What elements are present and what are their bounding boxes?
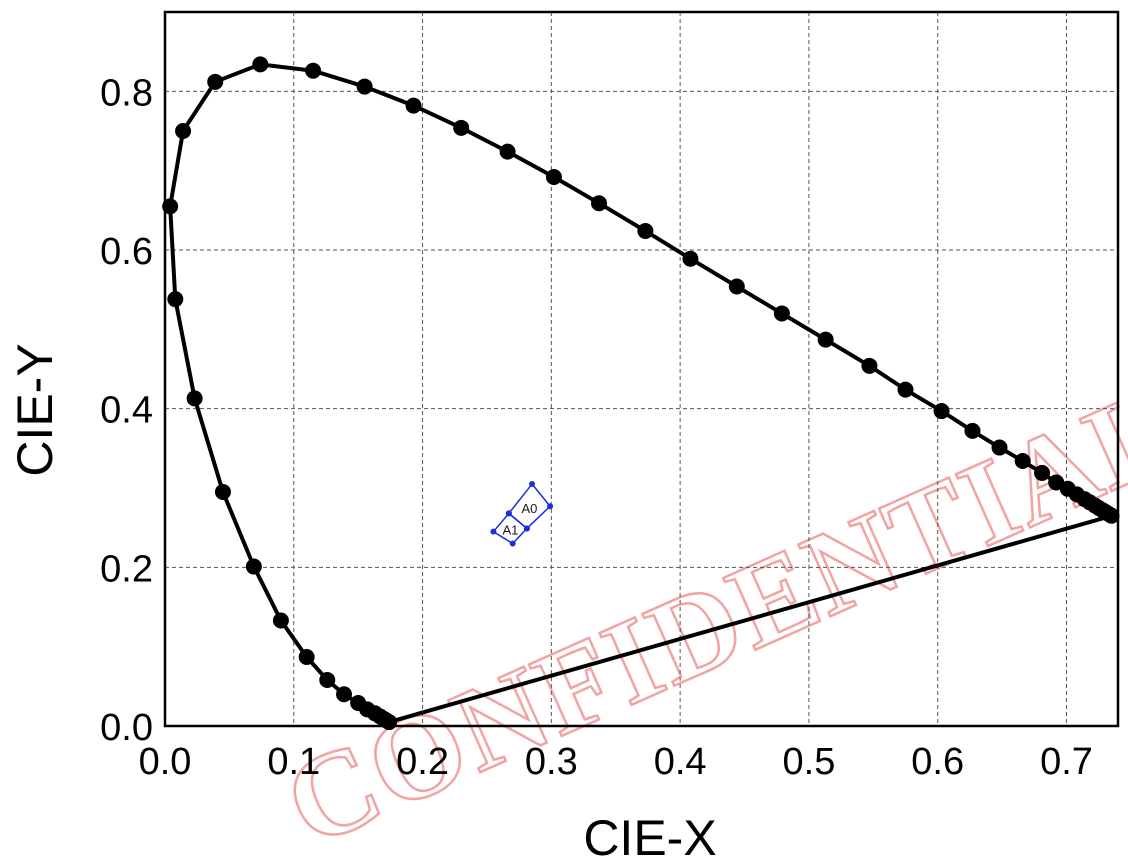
locus-point bbox=[245, 558, 262, 575]
spectral-locus-series bbox=[162, 56, 1120, 731]
locus-point bbox=[1103, 507, 1120, 524]
locus-point bbox=[162, 198, 179, 215]
y-tick-label: 0.6 bbox=[100, 231, 153, 273]
region-corner-point bbox=[509, 540, 516, 547]
locus-point bbox=[773, 305, 790, 322]
x-tick-label: 0.7 bbox=[1040, 741, 1093, 783]
locus-point bbox=[964, 422, 981, 439]
y-tick-label: 0.0 bbox=[100, 707, 153, 749]
locus-point bbox=[991, 439, 1008, 456]
locus-point bbox=[817, 331, 834, 348]
region-corner-point bbox=[505, 510, 512, 517]
locus-point bbox=[897, 381, 914, 398]
y-tick-label: 0.4 bbox=[100, 390, 153, 432]
locus-point bbox=[350, 694, 367, 711]
grid bbox=[165, 12, 1118, 726]
y-axis-title: CIE-Y bbox=[7, 343, 63, 476]
locus-point bbox=[1034, 464, 1051, 481]
locus-point bbox=[453, 119, 470, 136]
locus-point bbox=[728, 278, 745, 295]
locus-point bbox=[298, 648, 315, 665]
watermark-text: CONFIDENTIAL bbox=[266, 361, 1128, 861]
x-tick-label: 0.1 bbox=[267, 741, 320, 783]
region-corner-point bbox=[529, 481, 536, 488]
locus-point bbox=[405, 97, 422, 114]
region-corner-point bbox=[547, 503, 554, 510]
x-axis-ticks: 0.0 0.1 0.2 0.3 0.4 0.5 0.6 0.7 bbox=[139, 741, 1093, 783]
region-corner-point bbox=[523, 525, 530, 532]
locus-point bbox=[252, 56, 269, 73]
locus-point bbox=[933, 403, 950, 420]
x-tick-label: 0.2 bbox=[396, 741, 449, 783]
locus-point bbox=[682, 250, 699, 267]
x-tick-label: 0.6 bbox=[911, 741, 964, 783]
locus-point bbox=[356, 78, 373, 95]
region-corner-point bbox=[490, 528, 497, 535]
locus-point bbox=[319, 671, 336, 688]
plot-frame bbox=[163, 10, 1120, 728]
locus-point bbox=[207, 73, 224, 90]
locus-point bbox=[305, 62, 322, 79]
y-tick-label: 0.2 bbox=[100, 548, 153, 590]
locus-point bbox=[214, 483, 231, 500]
x-tick-label: 0.3 bbox=[525, 741, 578, 783]
locus-point bbox=[499, 143, 516, 160]
locus-point bbox=[167, 291, 184, 308]
locus-point bbox=[1014, 453, 1031, 470]
locus-point bbox=[175, 123, 192, 139]
y-axis-ticks: 0.0 0.2 0.4 0.6 0.8 bbox=[100, 72, 153, 749]
x-tick-label: 0.5 bbox=[783, 741, 836, 783]
locus-point bbox=[637, 222, 654, 239]
x-axis-title: CIE-X bbox=[583, 810, 716, 861]
purple-line bbox=[388, 513, 1113, 724]
y-tick-label: 0.8 bbox=[100, 72, 153, 114]
locus-point bbox=[272, 612, 289, 629]
region-a1-label: A1 bbox=[503, 522, 519, 537]
locus-point bbox=[186, 390, 203, 407]
locus-point bbox=[336, 686, 353, 703]
x-tick-label: 0.4 bbox=[654, 741, 707, 783]
locus-point bbox=[861, 357, 878, 374]
x-tick-label: 0.0 bbox=[139, 741, 192, 783]
locus-point bbox=[545, 169, 562, 186]
locus-point bbox=[591, 195, 608, 212]
region-a0-label: A0 bbox=[522, 501, 538, 516]
